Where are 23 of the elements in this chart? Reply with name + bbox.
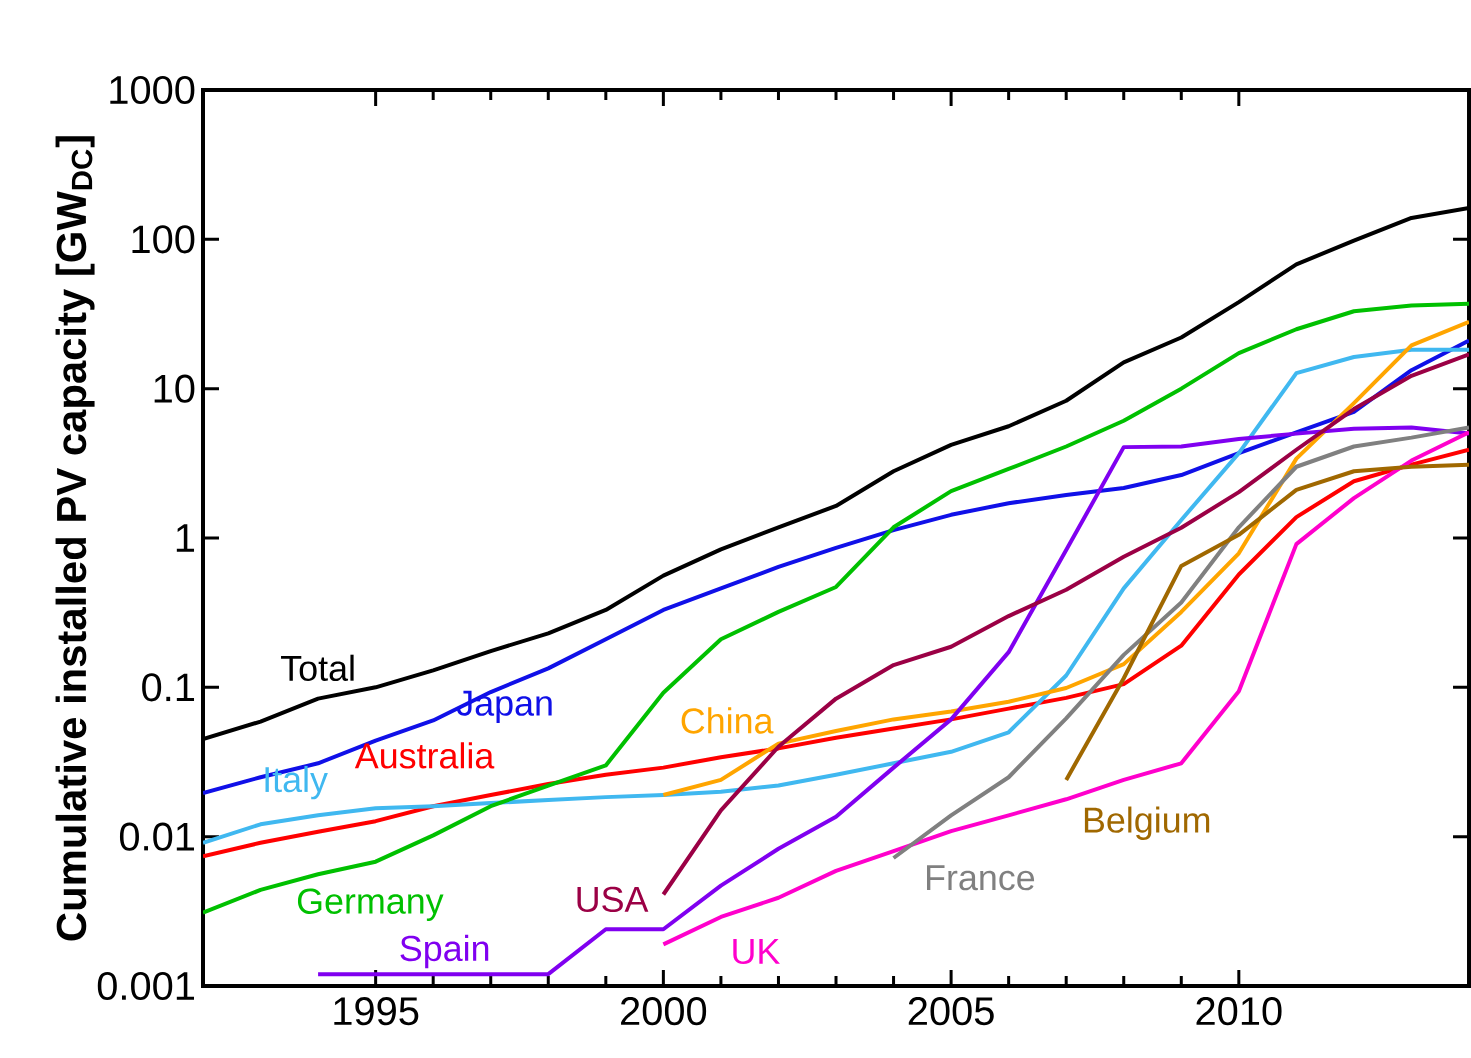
series-label: Spain	[400, 934, 489, 969]
series-label: Belgium	[1084, 806, 1210, 840]
y-tick-label: 0.01	[119, 822, 195, 851]
y-tick-label: 0.001	[97, 971, 194, 1001]
y-tick-label: 1000	[110, 75, 195, 105]
series-label: Japan	[456, 690, 552, 723]
legend-label: Total	[281, 654, 354, 682]
y-tick-label: 100	[132, 225, 195, 254]
series-label: Italy	[265, 765, 328, 800]
y-tick-label: 1	[176, 524, 195, 552]
series-label: Australia	[354, 742, 495, 769]
y-tick-label: 10	[154, 374, 195, 403]
y-axis-title: Cumulative installed PV capacity [GW$_{DC}$]	[55, 136, 95, 941]
x-tick-label: 2000	[621, 997, 707, 1026]
series-label: France	[927, 865, 1035, 891]
x-tick-label: 1995	[334, 997, 419, 1026]
series-label: USA	[577, 886, 649, 913]
series-label: UK	[733, 939, 780, 965]
y-tick-label: 0.1	[142, 673, 195, 702]
x-tick-label: 2010	[1196, 997, 1282, 1026]
series-label: Germany	[297, 888, 444, 921]
x-tick-label: 2005	[908, 997, 994, 1026]
series-label: China	[681, 707, 774, 734]
